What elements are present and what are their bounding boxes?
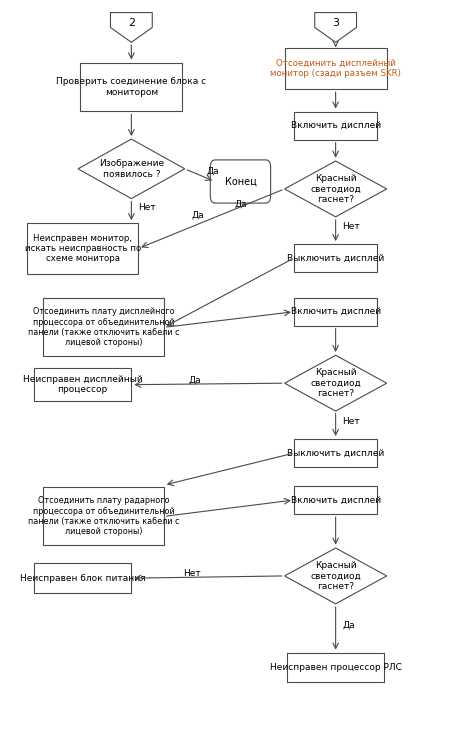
- Polygon shape: [284, 161, 387, 217]
- Polygon shape: [78, 139, 185, 199]
- Bar: [43, 298, 164, 356]
- Polygon shape: [284, 548, 387, 604]
- Text: Неисправен дисплейный
процессор: Неисправен дисплейный процессор: [23, 375, 142, 394]
- Text: Выключить дисплей: Выключить дисплей: [287, 449, 384, 458]
- Bar: [287, 653, 384, 682]
- Text: Отсоединить плату радарного
процессора от объединительной
панели (также отключит: Отсоединить плату радарного процессора о…: [28, 496, 179, 536]
- Bar: [294, 297, 377, 326]
- Bar: [43, 487, 164, 545]
- Text: Нет: Нет: [183, 568, 201, 578]
- Bar: [294, 111, 377, 140]
- Text: Отсоединить плату дисплейного
процессора от объединительной
панели (также отключ: Отсоединить плату дисплейного процессора…: [28, 307, 179, 347]
- Bar: [284, 48, 387, 89]
- Text: Включить дисплей: Включить дисплей: [290, 495, 381, 504]
- Bar: [294, 439, 377, 468]
- Bar: [80, 63, 183, 111]
- Text: Красный
светодиод
гаснет?: Красный светодиод гаснет?: [310, 561, 361, 591]
- Text: Да: Да: [207, 167, 219, 176]
- Text: Отсоединить дисплейный
монитор (сзади разъем SKR): Отсоединить дисплейный монитор (сзади ра…: [270, 59, 401, 78]
- Text: Да: Да: [192, 211, 205, 220]
- Bar: [34, 563, 131, 593]
- Polygon shape: [315, 13, 356, 43]
- Bar: [34, 368, 131, 401]
- Text: Неисправен блок питания: Неисправен блок питания: [20, 574, 145, 583]
- Bar: [294, 244, 377, 273]
- Polygon shape: [284, 356, 387, 411]
- Text: Красный
светодиод
гаснет?: Красный светодиод гаснет?: [310, 174, 361, 204]
- Text: Включить дисплей: Включить дисплей: [290, 121, 381, 130]
- Polygon shape: [111, 13, 152, 43]
- Text: Красный
светодиод
гаснет?: Красный светодиод гаснет?: [310, 368, 361, 398]
- Text: 3: 3: [332, 18, 339, 28]
- Bar: [294, 486, 377, 514]
- Text: Да: Да: [234, 200, 247, 209]
- Text: Выключить дисплей: Выключить дисплей: [287, 254, 384, 263]
- Text: Нет: Нет: [343, 223, 361, 232]
- Text: Проверить соединение блока с
монитором: Проверить соединение блока с монитором: [57, 77, 206, 96]
- Bar: [27, 223, 138, 273]
- Text: Да: Да: [343, 620, 355, 629]
- Text: Неисправен процессор РЛС: Неисправен процессор РЛС: [269, 663, 402, 672]
- Text: Нет: Нет: [138, 202, 156, 211]
- FancyBboxPatch shape: [210, 160, 271, 203]
- Text: 2: 2: [128, 18, 135, 28]
- Text: Нет: Нет: [343, 417, 361, 426]
- Text: Изображение
появилось ?: Изображение появилось ?: [99, 159, 164, 179]
- Text: Да: Да: [188, 376, 201, 385]
- Text: Неисправен монитор,
искать неисправность по
схеме монитора: Неисправен монитор, искать неисправность…: [24, 234, 141, 264]
- Text: Конец: Конец: [225, 176, 256, 187]
- Text: Включить дисплей: Включить дисплей: [290, 307, 381, 316]
